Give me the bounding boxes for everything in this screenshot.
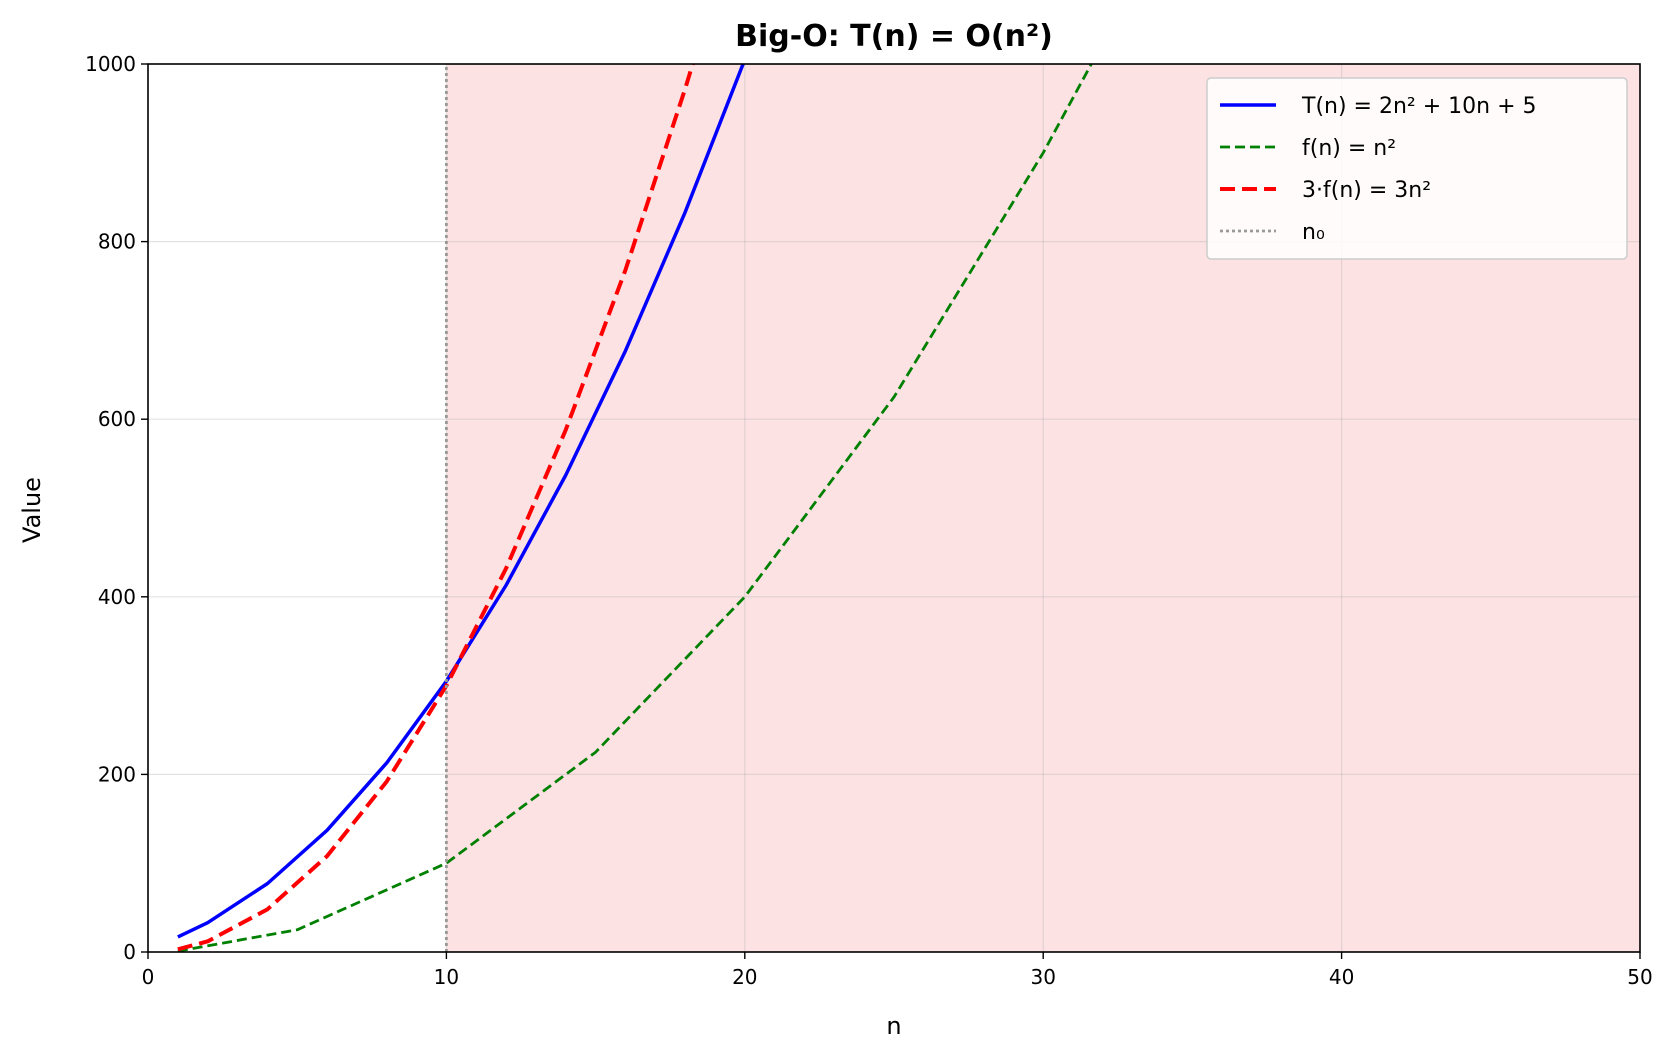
x-tick-label: 0 xyxy=(142,965,155,989)
x-axis-title: n xyxy=(886,1012,901,1040)
y-axis-title: Value xyxy=(18,477,46,543)
legend-label-1: T(n) = 2n² + 10n + 5 xyxy=(1301,94,1537,119)
legend-label-4: n₀ xyxy=(1302,220,1325,245)
y-tick-label: 200 xyxy=(98,762,136,786)
x-tick-label: 30 xyxy=(1030,965,1055,989)
x-tick-label: 50 xyxy=(1627,965,1652,989)
series-layer xyxy=(177,64,1093,952)
x-tick-label: 10 xyxy=(434,965,459,989)
y-tick-label: 600 xyxy=(98,407,136,431)
x-tick-label: 20 xyxy=(732,965,757,989)
legend-label-3: 3·f(n) = 3n² xyxy=(1302,178,1431,203)
x-tick-label: 40 xyxy=(1329,965,1354,989)
chart-title: Big-O: T(n) = O(n²) xyxy=(735,19,1053,54)
y-tick-label: 800 xyxy=(98,230,136,254)
y-tick-label: 400 xyxy=(98,585,136,609)
ticks-layer: 0 10 20 30 40 50 0 200 400 600 800 1000 xyxy=(85,52,1653,989)
y-tick-label: 1000 xyxy=(85,52,136,76)
legend-label-2: f(n) = n² xyxy=(1302,136,1396,161)
legend: T(n) = 2n² + 10n + 5 f(n) = n² 3·f(n) = 3n… xyxy=(1206,77,1628,260)
series-line-2 xyxy=(177,64,1093,952)
y-tick-label: 0 xyxy=(123,940,136,964)
legend-box xyxy=(1206,77,1628,260)
plot-frame xyxy=(147,63,1641,953)
